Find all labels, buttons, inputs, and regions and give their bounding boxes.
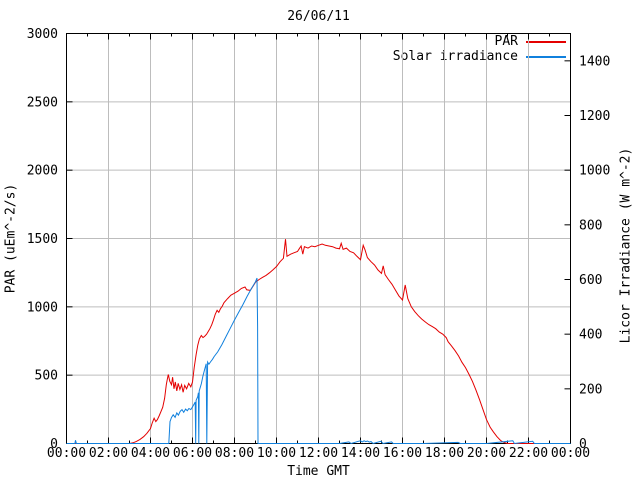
- legend-label-par: PAR: [494, 34, 518, 49]
- y-right-tick-label: 0: [579, 437, 587, 452]
- y-right-tick-label: 600: [579, 273, 602, 288]
- y-left-tick-label: 0: [50, 437, 58, 452]
- x-tick-label: 22:00: [509, 446, 548, 461]
- x-axis-label: Time GMT: [287, 464, 350, 479]
- x-tick-label: 10:00: [257, 446, 296, 461]
- y-right-tick-label: 1200: [579, 109, 610, 124]
- x-tick-label: 06:00: [173, 446, 212, 461]
- y-left-tick-label: 3000: [27, 27, 58, 42]
- chart-title: 26/06/11: [287, 9, 350, 24]
- x-tick-label: 18:00: [425, 446, 464, 461]
- y-right-tick-label: 1400: [579, 54, 610, 69]
- y-right-tick-label: 400: [579, 328, 602, 343]
- y-left-tick-label: 1500: [27, 232, 58, 247]
- y-right-tick-label: 200: [579, 382, 602, 397]
- legend-item-par: PAR: [393, 34, 566, 49]
- x-tick-label: 16:00: [383, 446, 422, 461]
- x-tick-label: 00:00: [47, 446, 86, 461]
- legend-line-sample-par: [526, 40, 566, 43]
- y-left-tick-label: 2500: [27, 95, 58, 110]
- x-tick-label: 12:00: [299, 446, 338, 461]
- y-left-tick-label: 500: [35, 369, 58, 384]
- series-line-par: [66, 239, 571, 444]
- x-tick-label: 20:00: [467, 446, 506, 461]
- series-line-solar-irradiance: [66, 277, 571, 445]
- y-right-tick-label: 800: [579, 218, 602, 233]
- x-tick-label: 08:00: [215, 446, 254, 461]
- y-left-tick-label: 1000: [27, 300, 58, 315]
- x-tick-label: 02:00: [89, 446, 128, 461]
- y-right-tick-label: 1000: [579, 164, 610, 179]
- legend-line-sample-solar-irradiance: [526, 55, 566, 58]
- y-left-tick-label: 2000: [27, 164, 58, 179]
- x-tick-label: 00:00: [551, 446, 590, 461]
- x-tick-label: 04:00: [131, 446, 170, 461]
- x-tick-label: 14:00: [341, 446, 380, 461]
